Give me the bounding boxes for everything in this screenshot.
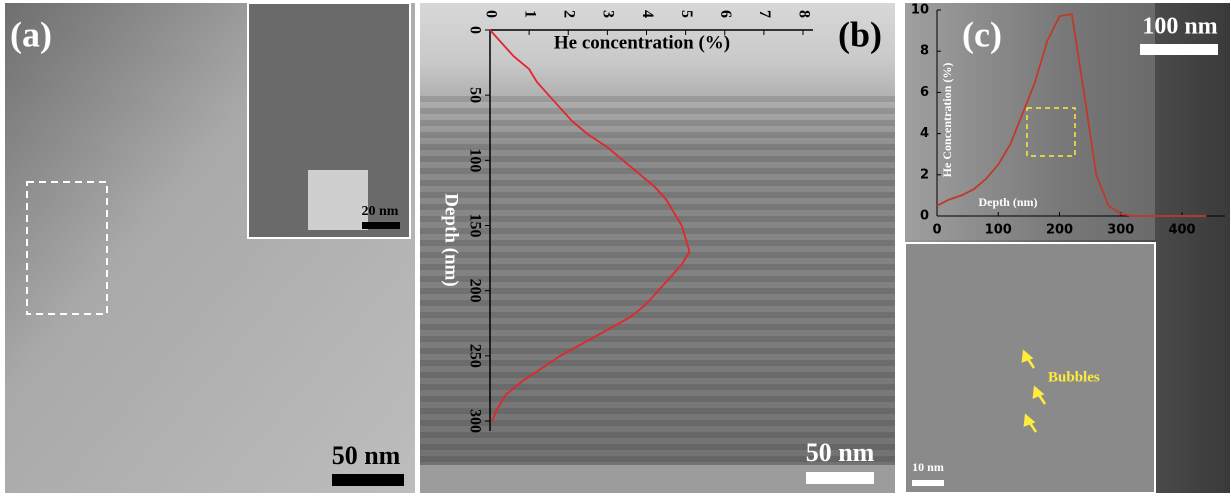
x-tick-label: 400 [1168, 223, 1195, 238]
x-tick-label: 4 [639, 10, 656, 18]
y-tick-label: 100 [466, 148, 483, 172]
panel-label: (a) [10, 14, 52, 54]
x-tick-label: 0 [482, 10, 499, 18]
axis-title: Depth (nm) [979, 195, 1038, 209]
axis-title: Depth (nm) [441, 193, 462, 286]
x-tick-label: 300 [1107, 223, 1134, 238]
y-tick-label: 2 [920, 167, 929, 182]
y-tick-label: 150 [466, 214, 483, 238]
x-tick-label: 5 [678, 10, 695, 18]
multilayer [420, 95, 895, 465]
x-tick-label: 8 [795, 10, 812, 18]
scale-bar [362, 222, 400, 229]
scale-bar [1140, 44, 1218, 55]
x-tick-label: 6 [717, 10, 734, 18]
x-tick-label: 2 [561, 10, 578, 18]
scale-bar [806, 472, 874, 484]
panel-label: (b) [838, 14, 882, 54]
y-tick-label: 250 [466, 344, 483, 368]
figure: (a) 20 nm 50 nm (b) 50 nm (c) 100 nm Bub… [0, 0, 1231, 496]
scale-bar [912, 480, 944, 486]
axis-title: He Concentration (%) [940, 63, 954, 178]
y-tick-label: 10 [911, 3, 929, 18]
scale-bar [332, 474, 404, 486]
scale-bar-label: 20 nm [362, 204, 399, 219]
scale-bar-label: 50 nm [806, 438, 875, 467]
y-tick-label: 50 [466, 87, 483, 103]
scale-bar-label: 100 nm [1142, 14, 1217, 40]
y-tick-label: 200 [466, 279, 483, 303]
x-tick-label: 3 [600, 10, 617, 18]
axis-title: He concentration (%) [554, 32, 730, 53]
inset-c [905, 243, 1155, 493]
inset-grain [308, 170, 368, 230]
panel-label: (c) [962, 14, 1002, 54]
x-tick-label: 200 [1046, 223, 1073, 238]
x-tick-label: 0 [932, 223, 941, 238]
y-tick-label: 8 [920, 44, 929, 59]
x-tick-label: 100 [985, 223, 1012, 238]
x-tick-label: 1 [521, 10, 538, 18]
x-tick-label: 7 [756, 10, 773, 18]
y-tick-label: 6 [920, 85, 929, 100]
y-tick-label: 0 [920, 209, 929, 224]
scale-bar-label: 50 nm [332, 441, 401, 470]
y-tick-label: 4 [920, 126, 929, 141]
scale-bar-label: 10 nm [912, 460, 944, 474]
y-tick-label: 300 [466, 409, 483, 433]
annotation: Bubbles [1048, 369, 1100, 385]
y-tick-label: 0 [466, 26, 483, 34]
